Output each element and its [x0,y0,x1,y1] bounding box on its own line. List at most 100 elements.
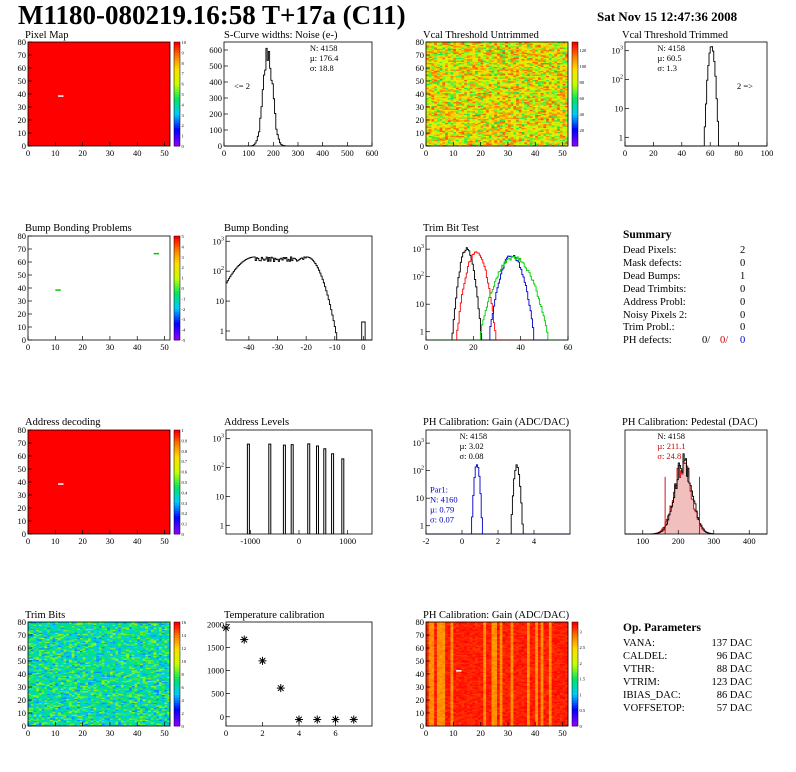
colorbar-tick-label: 120 [580,48,588,53]
y-tick-label: 70 [18,244,27,254]
stat-line: σ: 1.3 [657,63,677,73]
summary-label: Mask defects: [623,257,682,269]
ph-defects-label: PH defects: [623,335,672,347]
colorbar-tick-label: 3 [182,255,185,260]
x-tick-label: 40 [531,728,540,738]
plot-area: 00.10.20.30.40.50.60.70.80.910 10 20 30 40 50… [18,425,188,546]
level-spike [290,444,294,534]
y-tick-label: 10 [416,708,425,718]
plot-frame [223,41,373,147]
colorbar-tick-label: 4 [182,698,185,703]
heatmap-cell [55,289,61,291]
x-tick-label: 30 [106,728,115,738]
trim-bit-test-plot: 0 20 40 60 1 10 102 103 [413,235,572,352]
colorbar-tick-label: 40 [580,112,585,117]
y-tick-label: 60 [18,257,27,267]
colorbar-tick-label: 100 [580,64,588,69]
colorbar: -5 -4 -3 -2 -1 0 1 2 3 4 5 [173,234,186,343]
x-tick-label: 50 [160,148,169,158]
heatmap-cells [28,622,171,727]
heatmap-cells [426,42,569,147]
x-tick-label: 500 [341,148,354,158]
heatmap-cell [456,670,462,672]
x-tick-label: 0 [26,148,30,158]
plot-area: 0 1 2 3 4 5 6 7 8 9 10 0 10 20 30 40 50 0 10 20 30 40 50 60 70 80 [18,37,187,158]
y-tick-label: 400 [209,77,222,87]
x-tick-label: 1000 [339,536,356,546]
summary-value: 0 [740,257,746,269]
colorbar-tick-label: 20 [580,128,585,133]
y-tick-label: 500 [209,61,222,71]
colorbar-tick-label: 2 [182,711,184,716]
y-tick-label: 103 [413,244,425,254]
x-tick-label: 0 [460,536,464,546]
param-label: CALDEL: [623,651,668,662]
level-spike [268,443,272,534]
x-tick-label: -20 [300,342,311,352]
colorbar-tick-label: 12 [182,646,187,651]
y-tick-label: 1 [220,326,224,336]
x-tick-label: -40 [243,342,254,352]
x-tick-label: 20 [649,148,658,158]
title-bump-problems: Bump Bonding Problems [25,223,132,234]
plot-frame [624,429,768,535]
x-tick-label: 20 [78,728,87,738]
title-vcal-untrimmed: Vcal Threshold Untrimmed [423,30,539,41]
series-line-0 [226,256,372,341]
heatmap-cells [426,622,569,727]
y-tick-label: 70 [18,630,27,640]
ph-defects-value: 0/ [720,335,729,347]
x-tick-label: 4 [532,536,537,546]
x-tick-label: 4 [297,728,302,738]
summary-value: 0 [740,309,746,321]
colorbar-tick-label: 2.5 [580,645,586,650]
y-tick-label: 50 [18,656,27,666]
y-tick-label: 0 [22,721,26,731]
plot-frame [225,429,373,535]
series-line-0 [224,47,372,147]
colorbar-tick-label: 14 [182,633,187,638]
plot-area: 00.511.522.530 10 20 30 40 500102030405060708… [416,617,586,738]
plot-area: 0 2 4 6 0 500 1000 1500 2000 [207,619,373,738]
title-ph-gain-map: PH Calibration: Gain (ADC/DAC) [423,610,570,621]
param-label: VOFFSETOP: [623,703,685,714]
colorbar-tick-label: -2 [182,307,186,312]
x-tick-label: 40 [678,148,687,158]
colorbar-tick-label: 0 [182,286,185,291]
x-tick-label: -10 [329,342,340,352]
level-spike [307,443,311,534]
colorbar-tick-label: 3 [182,113,185,118]
x-tick-label: 0 [297,536,301,546]
x-tick-label: 10 [51,536,60,546]
annotation: <= 2 [234,81,250,91]
heatmap-fill [28,236,170,340]
colorbar-tick-label: 0 [580,724,583,729]
colorbar-tick-label: 0.5 [580,708,586,713]
stat-line: µ: 211.1 [657,441,685,451]
x-tick-label: -30 [272,342,283,352]
colorbar-tick-label: 10 [182,40,187,45]
plot-area: 0 100 200 300 400 500 600 0 100 200 300 400 500 600 N:… [209,41,378,158]
y-tick-label: 70 [18,50,27,60]
y-tick-label: 70 [18,438,27,448]
y-tick-label: 30 [18,296,27,306]
x-tick-label: 200 [672,536,685,546]
x-tick-label: 50 [558,148,567,158]
y-tick-label: 0 [420,141,424,151]
colorbar: 0 1 2 3 4 5 6 7 8 9 10 [173,40,187,149]
x-tick-label: 2 [496,536,500,546]
y-tick-label: 103 [612,46,624,56]
colorbar-tick-label: 0.6 [182,470,188,475]
bump-bonding-plot: -40 -30 -20 -10 0 1 10 102 103 [213,235,373,352]
x-tick-label: 20 [78,536,87,546]
colorbar-tick-label: 1 [580,692,582,697]
stat-line: N: 4160 [430,494,458,504]
x-tick-label: 20 [476,148,485,158]
x-tick-label: 6 [333,728,337,738]
colorbar-tick-label: 80 [580,80,585,85]
summary-label: Dead Trimbits: [623,283,687,295]
colorbar-tick-label: 1.5 [580,677,586,682]
